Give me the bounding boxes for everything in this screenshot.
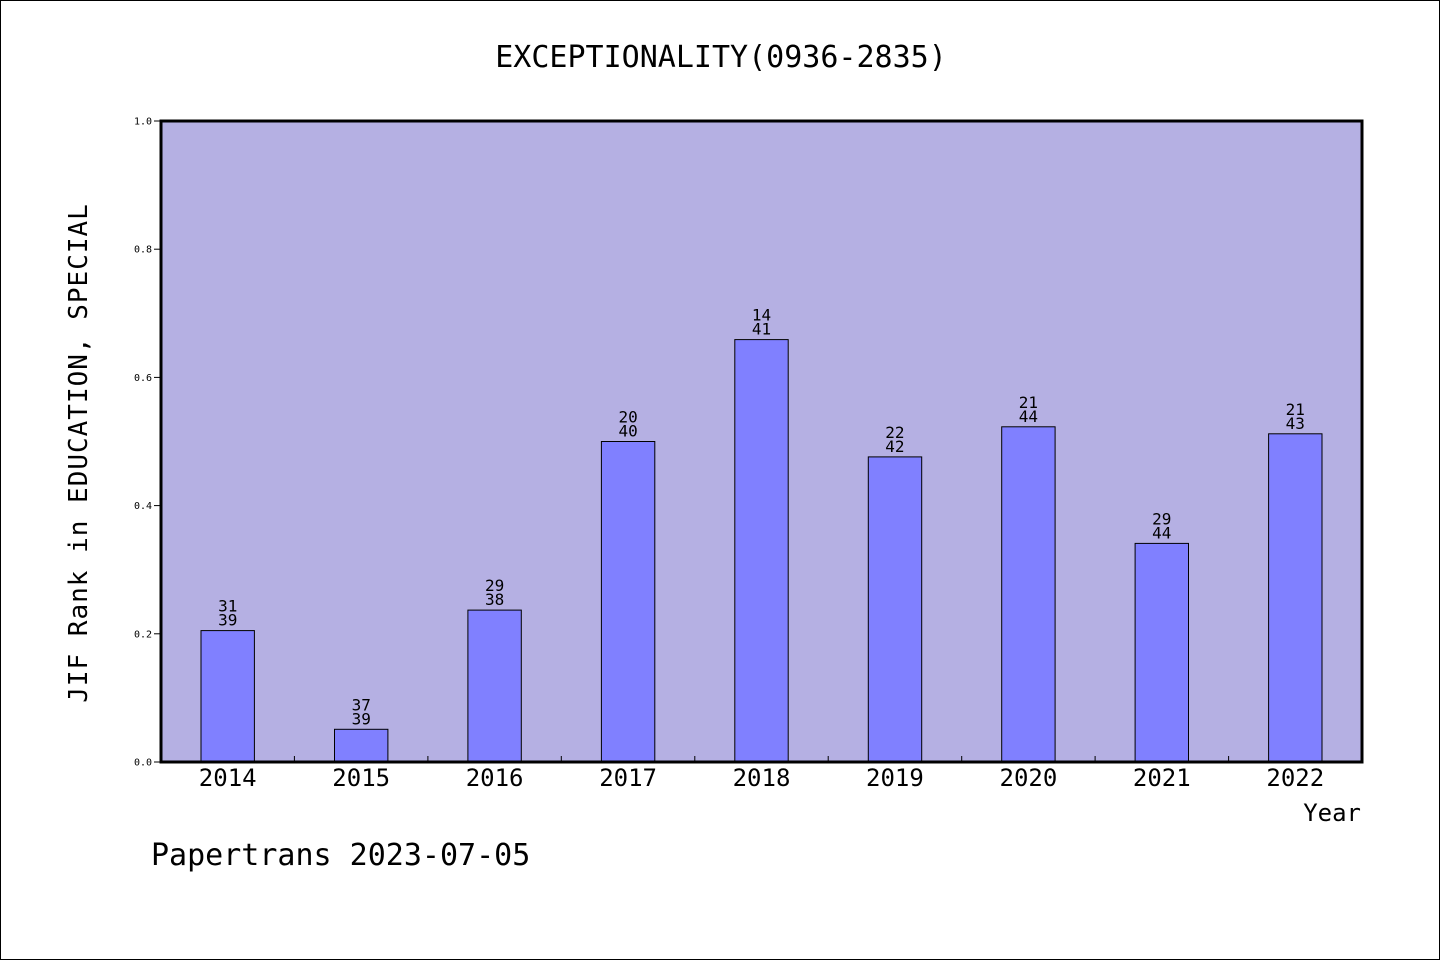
bar-2015 <box>334 728 389 763</box>
x-tick-label-2020: 2020 <box>1000 764 1058 792</box>
x-tick-label-2022: 2022 <box>1266 764 1324 792</box>
rank-label-top-2019: 22 <box>885 423 904 442</box>
rank-label-bottom-2018: 41 <box>752 320 771 339</box>
x-axis-label: Year <box>1303 799 1361 827</box>
y-tick-label-0.0: 0.0 <box>134 758 152 769</box>
rank-label-top-2020: 21 <box>1019 393 1038 412</box>
y-tick-label-0.6: 0.6 <box>134 373 152 384</box>
rank-label-bottom-2014: 39 <box>218 611 237 630</box>
y-axis: 0.0 0.2 0.4 0.6 0.8 1.0 <box>134 117 161 769</box>
x-tick-label-2021: 2021 <box>1133 764 1191 792</box>
rank-label-bottom-2019: 42 <box>885 437 904 456</box>
bars-group <box>200 339 1323 763</box>
rank-label-bottom-2020: 44 <box>1019 407 1038 426</box>
y-tick-label-0.4: 0.4 <box>134 501 152 512</box>
x-tick-label-2017: 2017 <box>599 764 657 792</box>
rank-label-bottom-2015: 39 <box>352 709 371 728</box>
rank-label-top-2022: 21 <box>1286 400 1305 419</box>
rank-label-bottom-2021: 44 <box>1152 523 1171 542</box>
x-tick-label-2019: 2019 <box>866 764 924 792</box>
x-tick-label-2015: 2015 <box>332 764 390 792</box>
rank-label-bottom-2022: 43 <box>1286 414 1305 433</box>
y-axis-label: JIF Rank in EDUCATION, SPECIAL <box>64 203 94 703</box>
x-tick-label-2018: 2018 <box>733 764 791 792</box>
rank-label-top-2015: 37 <box>352 695 371 714</box>
y-tick-label-1.0: 1.0 <box>134 117 152 128</box>
x-tick-label-2016: 2016 <box>466 764 524 792</box>
rank-label-bottom-2016: 38 <box>485 590 504 609</box>
bar-2020 <box>1001 426 1056 763</box>
rank-label-bottom-2017: 40 <box>618 422 637 441</box>
plot-border <box>159 119 1364 764</box>
x-axis: 2014 2015 2016 2017 2018 2019 2020 2021 2022 <box>199 756 1324 792</box>
y-tick-label-0.2: 0.2 <box>134 629 152 640</box>
bar-2016 <box>467 609 522 763</box>
rank-label-top-2014: 31 <box>218 597 237 616</box>
bar-2018 <box>734 339 789 763</box>
bar-2019 <box>867 456 923 763</box>
y-tick-label-0.8: 0.8 <box>134 245 152 256</box>
bar-2021 <box>1134 542 1189 763</box>
bar-2022 <box>1268 433 1323 763</box>
footer-credit: Papertrans 2023-07-05 <box>151 838 530 873</box>
rank-label-top-2016: 29 <box>485 576 504 595</box>
x-tick-label-2014: 2014 <box>199 764 257 792</box>
rank-label-top-2021: 29 <box>1152 509 1171 528</box>
rank-label-top-2018: 14 <box>752 306 771 325</box>
rank-label-top-2017: 20 <box>618 408 637 427</box>
chart-title: EXCEPTIONALITY(0936-2835) <box>495 40 947 75</box>
bar-2014 <box>200 630 255 763</box>
bar-2017 <box>600 441 656 763</box>
